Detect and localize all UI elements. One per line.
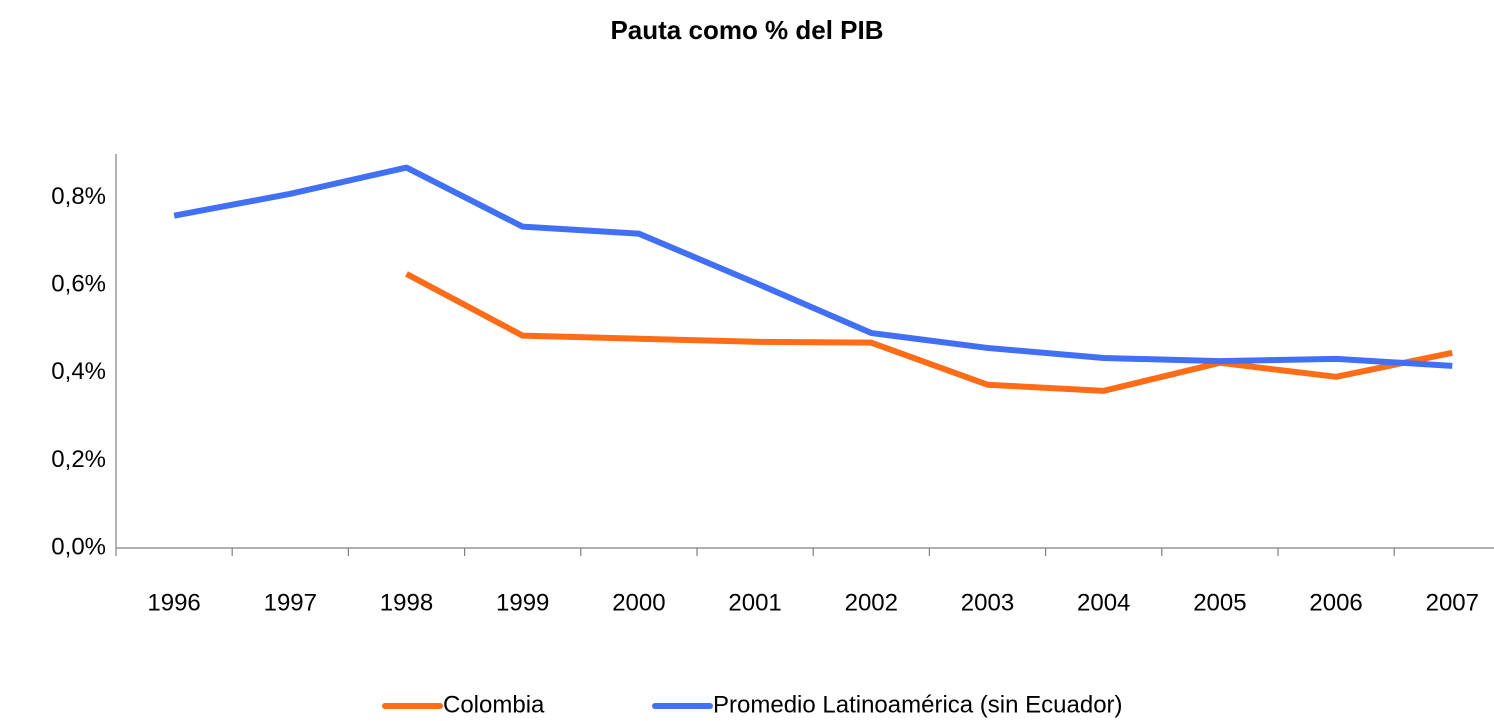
x-tick-label: 2003 — [961, 589, 1014, 616]
legend-label: Colombia — [443, 691, 545, 718]
y-tick-label: 0,0% — [51, 533, 106, 560]
x-tick-label: 2005 — [1193, 589, 1246, 616]
x-tick-label: 2000 — [612, 589, 665, 616]
line — [173, 164, 1453, 369]
x-tick-label: 1998 — [380, 589, 433, 616]
x-tick-label: 2004 — [1077, 589, 1130, 616]
x-tick-label: 2007 — [1426, 589, 1479, 616]
y-tick-label: 0,8% — [51, 183, 106, 210]
chart-title: Pauta como % del PIB — [610, 15, 883, 45]
x-tick-label: 2001 — [728, 589, 781, 616]
x-tick-label: 2002 — [845, 589, 898, 616]
y-tick-label: 0,2% — [51, 446, 106, 473]
legend-label: Promedio Latinoamérica (sin Ecuador) — [713, 691, 1123, 718]
x-tick-label: 1999 — [496, 589, 549, 616]
line — [405, 271, 1453, 394]
x-tick-label: 1997 — [264, 589, 317, 616]
y-tick-label: 0,4% — [51, 358, 106, 385]
x-tick-label: 2006 — [1309, 589, 1362, 616]
y-tick-label: 0,6% — [51, 271, 106, 298]
x-tick-label: 1996 — [147, 589, 200, 616]
